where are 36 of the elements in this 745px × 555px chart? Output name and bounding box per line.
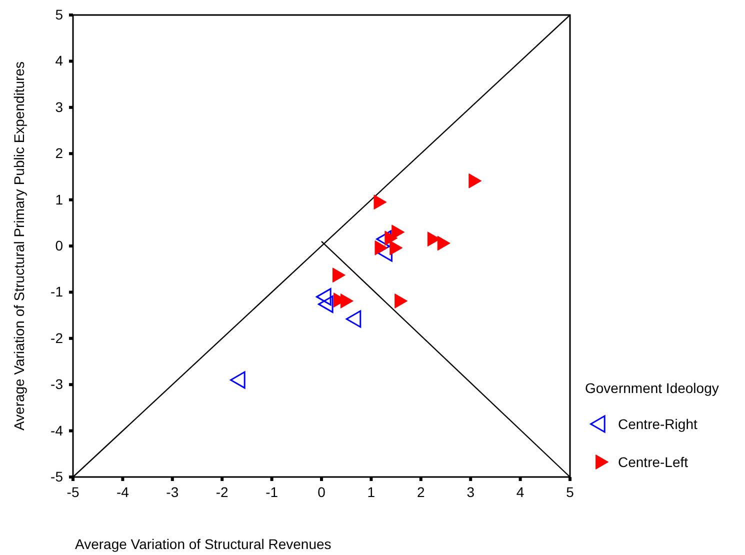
point (374, 194, 387, 210)
x-tick-label: -4 (116, 484, 130, 500)
legend-label: Centre-Right (618, 416, 698, 432)
y-tick-label: 4 (55, 52, 64, 69)
y-tick-label: -5 (50, 468, 64, 484)
point (340, 294, 354, 308)
point (394, 294, 408, 308)
point (437, 236, 450, 251)
y-tick-label: 0 (55, 237, 64, 254)
y-tick-label: -3 (50, 376, 64, 392)
y-tick-label: -1 (50, 284, 64, 300)
y-tick-label: 1 (55, 191, 64, 208)
x-tick-label: -5 (66, 484, 80, 500)
x-tick-label: -2 (216, 484, 229, 500)
legend-title: Government Ideology (585, 380, 719, 396)
x-tick-label: 2 (417, 484, 425, 500)
x-axis-title: Average Variation of Structural Revenues (75, 536, 332, 552)
x-tick-label: 5 (566, 484, 574, 500)
y-tick-label: 5 (55, 6, 64, 22)
point (390, 240, 403, 256)
y-tick-label: -4 (50, 422, 64, 438)
x-tick-label: 4 (516, 484, 524, 500)
point (332, 268, 346, 283)
point (374, 240, 388, 256)
y-tick-label: 2 (55, 145, 64, 162)
point (384, 230, 398, 246)
x-tick-label: 1 (367, 484, 376, 500)
legend-label: Centre-Left (618, 454, 688, 470)
x-tick-label: -3 (166, 484, 179, 500)
y-tick-label: -2 (50, 330, 64, 346)
x-tick-label: 0 (318, 484, 326, 500)
y-axis-title: Average Variation of Structural Primary Public Expenditures (11, 61, 27, 431)
x-tick-label: -1 (266, 484, 278, 500)
y-tick-label: 3 (55, 98, 64, 115)
point (468, 173, 482, 188)
x-tick-label: 3 (466, 484, 475, 500)
